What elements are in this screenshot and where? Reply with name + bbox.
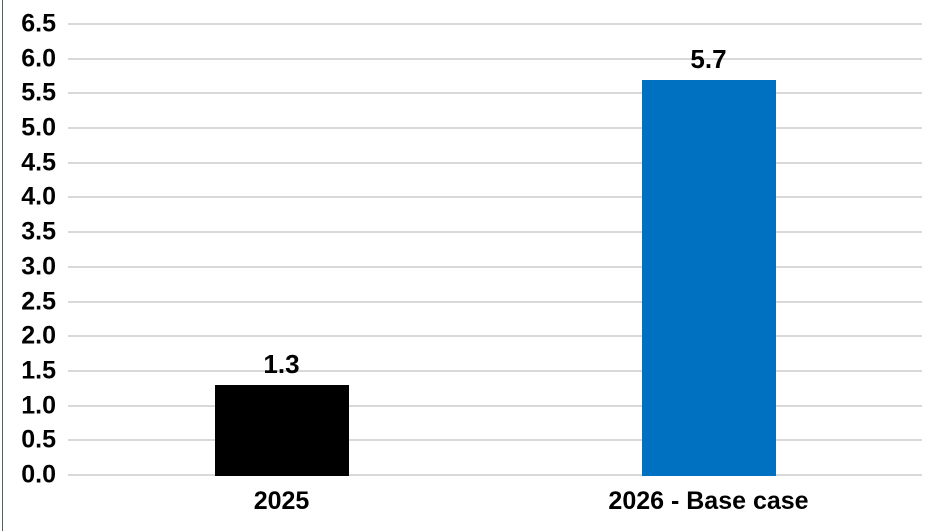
- y-tick-label: 1.5: [21, 356, 56, 385]
- bar-value-label: 5.7: [690, 43, 727, 74]
- y-tick-label: 4.5: [21, 148, 56, 177]
- x-category-label: 2025: [253, 487, 310, 515]
- bar-value-label: 1.3: [263, 348, 300, 379]
- y-tick-label: 5.0: [21, 113, 56, 142]
- y-tick-label: 4.0: [21, 182, 56, 211]
- gridline: [68, 265, 922, 268]
- y-tick-label: 6.0: [21, 44, 56, 73]
- bar-2026-base-case: [641, 79, 776, 476]
- x-category-label: 2026 - Base case: [608, 487, 809, 515]
- gridline: [68, 474, 922, 476]
- y-tick-label: 2.5: [21, 287, 56, 316]
- y-tick-label: 3.0: [21, 252, 56, 281]
- gridline: [68, 23, 922, 25]
- gridline: [68, 369, 922, 372]
- bar-2025: [214, 384, 349, 476]
- gridline: [68, 57, 922, 60]
- y-tick-label: 1.0: [21, 391, 56, 420]
- gridline: [68, 335, 922, 338]
- gridline: [68, 231, 922, 234]
- y-tick-label: 3.5: [21, 217, 56, 246]
- y-tick-label: 5.5: [21, 78, 56, 107]
- left-border-line: [2, 0, 3, 531]
- gridline: [68, 161, 922, 164]
- y-tick-label: 0.0: [21, 460, 56, 489]
- gridline: [68, 127, 922, 130]
- y-tick-label: 0.5: [21, 425, 56, 454]
- y-tick-label: 6.5: [21, 9, 56, 38]
- gridline: [68, 439, 922, 442]
- y-tick-label: 2.0: [21, 321, 56, 350]
- gridline: [68, 300, 922, 303]
- gridline: [68, 196, 922, 199]
- gridline: [68, 404, 922, 407]
- gridline: [68, 92, 922, 95]
